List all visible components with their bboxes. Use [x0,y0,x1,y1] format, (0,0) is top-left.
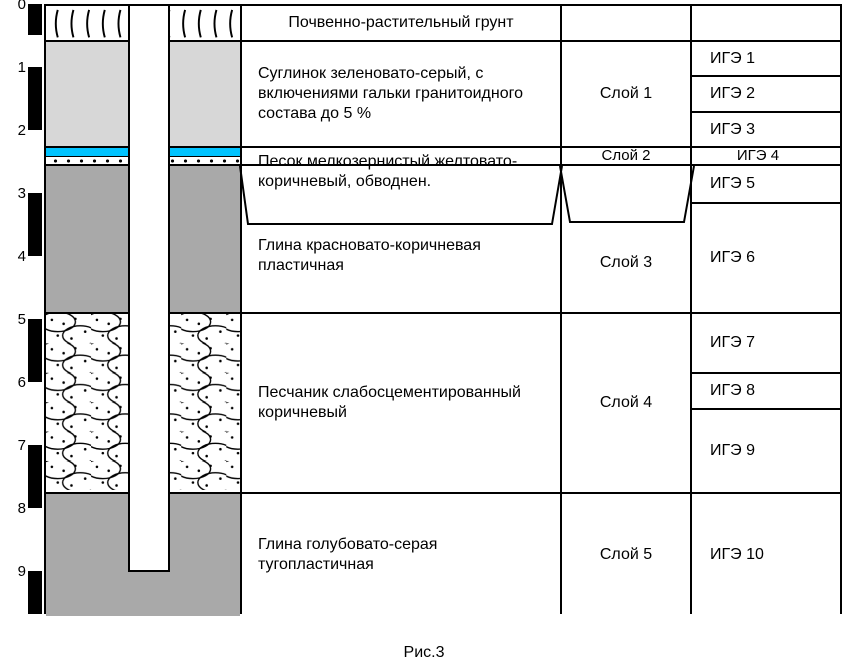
ruler-tick-9: 9 [6,565,26,579]
desc-suglinok: Суглинок зеленовато-серый, с включениями… [242,42,560,148]
ige-10: ИГЭ 10 [692,494,840,616]
ige-column: ИГЭ 1 ИГЭ 2 ИГЭ 3 ИГЭ 4 ИГЭ 5 ИГЭ 6 ИГЭ … [692,4,842,614]
ruler-tick-2: 2 [6,124,26,138]
ige-8: ИГЭ 8 [692,374,840,410]
sloy-1: Слой 1 [562,42,690,148]
ruler-tick-6: 6 [6,376,26,390]
sloy-2: Слой 2 [562,148,690,166]
ruler-segment [28,67,42,130]
ruler-segment [28,319,42,382]
desc-clay-blue: Глина голубовато-серая тугопластичная [242,494,560,616]
ruler-segment [28,4,42,35]
ige-blank [692,6,840,42]
ruler-tick-0: 0 [6,0,26,12]
soil-column [44,4,242,614]
ruler-segment [28,193,42,256]
sloy-3-label: Слой 3 [600,253,652,273]
ige-7: ИГЭ 7 [692,314,840,374]
ruler-segment [28,571,42,614]
sloy-blank [562,6,690,42]
geological-section-diagram: 0 1 2 3 4 5 6 7 8 9 [4,4,844,634]
ruler-tick-1: 1 [6,61,26,75]
ruler-tick-4: 4 [6,250,26,264]
ige-2: ИГЭ 2 [692,77,840,113]
ige-4: ИГЭ 4 [692,148,840,166]
ige-9: ИГЭ 9 [692,410,840,494]
leader-line-icon [560,166,694,226]
sloy-column: Слой 1 Слой 2 Слой 3 Слой 4 Слой 5 [562,4,692,614]
ige-1: ИГЭ 1 [692,42,840,77]
borehole-shaft [128,6,170,572]
ruler-tick-3: 3 [6,187,26,201]
ruler-tick-7: 7 [6,439,26,453]
depth-ruler: 0 1 2 3 4 5 6 7 8 9 [4,4,44,614]
desc-sandstone: Песчаник слабосцементированный коричневы… [242,314,560,494]
ige-3: ИГЭ 3 [692,113,840,148]
sloy-3: Слой 3 [562,166,690,314]
ige-5: ИГЭ 5 [692,166,840,204]
figure-caption: Рис.3 [4,644,844,662]
ruler-segment [28,445,42,508]
sloy-4: Слой 4 [562,314,690,494]
ruler-tick-8: 8 [6,502,26,516]
desc-clay-red: Глина красновато-коричневая пластичная [242,166,560,314]
sloy-5: Слой 5 [562,494,690,616]
ige-6: ИГЭ 6 [692,204,840,314]
ruler-tick-5: 5 [6,313,26,327]
description-column: Почвенно-растительный грунт Суглинок зел… [242,4,562,614]
desc-vegetation: Почвенно-растительный грунт [242,6,560,42]
